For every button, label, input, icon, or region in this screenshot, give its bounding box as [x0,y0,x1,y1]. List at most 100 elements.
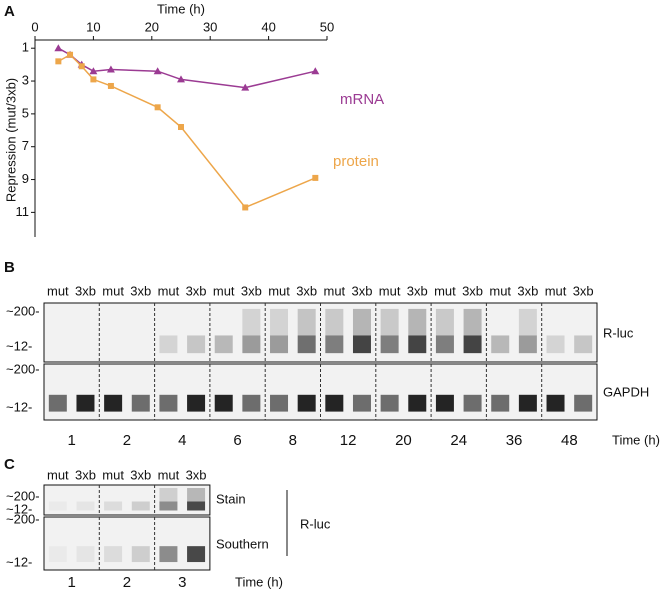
point [106,65,115,73]
lane-label: 3xb [573,283,594,298]
point [78,63,85,70]
size-marker: ~12- [6,554,32,569]
lane-label: mut [213,283,235,298]
band [352,394,371,412]
series-label: mRNA [340,91,384,108]
lane-label: 3xb [241,283,262,298]
band [435,335,454,354]
band [48,394,67,412]
band [76,394,95,412]
band [518,335,537,354]
smear [352,308,371,336]
gel [43,484,211,516]
band [159,546,178,563]
point [153,67,162,75]
band [297,335,316,354]
band [104,546,123,563]
x-tick-label: 30 [203,19,217,34]
band [76,546,95,563]
gel [43,516,211,571]
band [76,501,95,511]
point [241,83,250,91]
x-tick-label: 20 [145,19,159,34]
band [159,335,178,354]
band [49,546,67,562]
band [187,394,206,412]
y-tick-label: 9 [22,171,29,186]
size-marker: ~200- [6,488,40,503]
band [325,394,344,412]
lane-label: mut [47,467,69,482]
band [104,501,123,511]
x-tick-label: 0 [31,19,38,34]
time-label: 8 [289,432,297,449]
point [154,104,161,111]
point [67,51,74,58]
panel-label: C [4,456,15,473]
series-label: protein [333,153,379,170]
lane-label: mut [158,467,180,482]
band [214,335,233,354]
x-tick-label: 10 [86,19,100,34]
time-label: 6 [233,432,241,449]
size-marker: ~200- [6,511,40,526]
band [131,546,150,563]
point [89,67,98,75]
smear [242,308,261,336]
time-label: 24 [450,432,467,449]
point [177,75,185,83]
band [49,502,67,511]
size-marker: ~200- [6,303,40,318]
band [463,394,482,412]
band [270,394,289,412]
band [574,394,593,412]
point [242,204,249,211]
y-tick-label: 1 [22,40,29,55]
smear [408,308,427,336]
smear [297,308,316,336]
band [187,546,206,563]
lane-label: 3xb [130,467,151,482]
band [408,335,427,354]
band [518,394,537,412]
lane-label: 3xb [130,283,151,298]
band [131,501,150,511]
smear [159,488,178,502]
lane-label: 3xb [186,283,207,298]
band [325,335,344,354]
band [104,394,123,412]
lane-label: 3xb [517,283,538,298]
smear [380,308,399,336]
panel-label: B [4,259,15,276]
band [159,501,178,511]
y-axis-title: Repression (mut/3xb) [3,78,18,202]
band [408,394,427,412]
band [297,394,316,412]
point [178,124,184,131]
time-label: 4 [178,432,186,449]
band [352,335,371,354]
lane-label: mut [545,283,567,298]
time-axis-label: Time (h) [612,432,660,447]
band [546,394,565,412]
lane-label: mut [102,467,124,482]
time-label: 20 [395,432,412,449]
lane-label: mut [489,283,511,298]
time-axis-label: Time (h) [235,574,283,589]
smear [270,308,289,336]
size-marker: ~12- [6,338,32,353]
y-tick-label: 11 [16,204,30,219]
band [546,335,565,354]
series-line [57,47,316,89]
lane-label: 3xb [462,283,483,298]
band [214,394,233,412]
band [491,394,510,412]
lane-label: 3xb [351,283,372,298]
size-marker: ~12- [6,399,32,414]
row-label: Southern [216,536,269,551]
gel [43,302,598,363]
time-label: 36 [506,432,523,449]
time-label: 3 [178,574,186,591]
lane-label: 3xb [186,467,207,482]
